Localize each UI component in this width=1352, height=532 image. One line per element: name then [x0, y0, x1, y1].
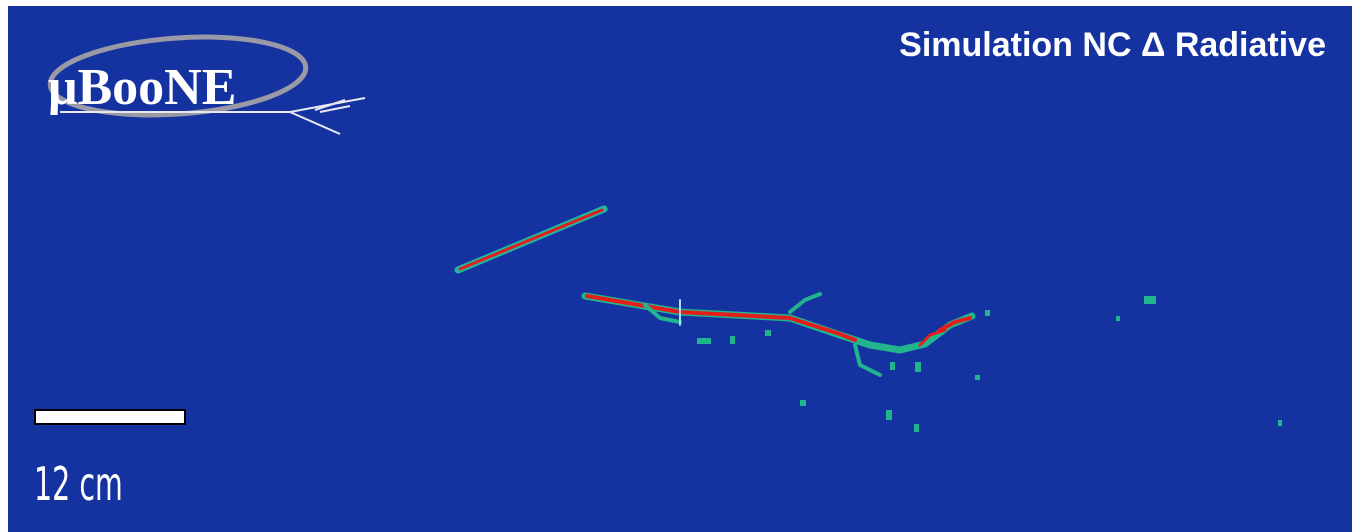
- title: Simulation NC Δ Radiative: [899, 26, 1326, 64]
- scale-bar: [35, 410, 185, 424]
- logo-text: μBooNE: [48, 59, 236, 116]
- event-display: μBooNE Simulation NC Δ Radiative: [0, 0, 1352, 532]
- scale-label: 12 cm: [34, 458, 123, 512]
